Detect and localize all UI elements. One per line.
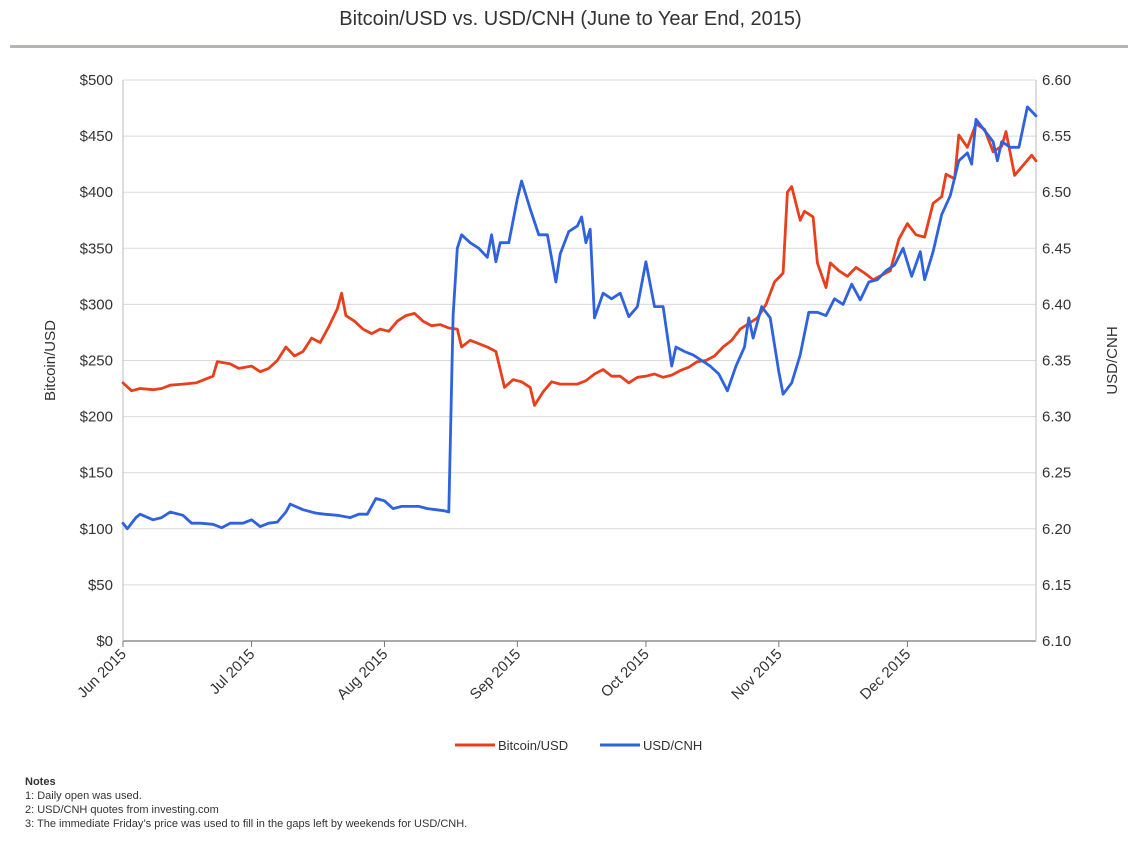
y-left-tick-label: $0 [96,633,113,650]
title-divider [10,45,1128,48]
legend: Bitcoin/USD USD/CNH [455,738,702,753]
y-right-tick-label: 6.15 [1042,577,1071,594]
y-left-tick-label: $250 [80,353,113,370]
y-right-tick-label: 6.10 [1042,633,1071,650]
y-right-tick-label: 6.55 [1042,128,1071,145]
legend-label: USD/CNH [643,738,702,753]
gridlines [123,79,1036,586]
y-right-tick-label: 6.50 [1042,184,1071,201]
y-left-tick-label: $350 [80,240,113,257]
x-tick-label: Jul 2015 [206,646,258,698]
y-left-tick-label: $500 [80,72,113,89]
y-left-tick-label: $400 [80,184,113,201]
y-right-tick-label: 6.30 [1042,409,1071,426]
y-right-tick-label: 6.20 [1042,521,1071,538]
x-tick-label: Nov 2015 [728,646,785,703]
series-lines [121,105,1038,531]
axes [122,80,1037,647]
note-line-2: 2: USD/CNH quotes from investing.com [25,804,219,816]
y-right-tick-label: 6.60 [1042,72,1071,89]
notes-block: Notes 1: Daily open was used. 2: USD/CNH… [25,775,467,831]
x-tick-label: Jun 2015 [74,646,130,702]
y-right-axis-title: USD/CNH [1104,326,1121,394]
y-left-tick-label: $450 [80,128,113,145]
y-left-tick-label: $300 [80,296,113,313]
y-right-tick-label: 6.35 [1042,353,1071,370]
note-line-3: 3: The immediate Friday’s price was used… [25,818,468,830]
notes-heading: Notes [25,776,56,788]
y-left-tick-label: $150 [80,465,113,482]
x-tick-label: Aug 2015 [334,646,391,703]
legend-label: Bitcoin/USD [498,738,568,753]
x-tick-label: Dec 2015 [857,646,914,703]
y-left-tick-label: $50 [88,577,113,594]
y-right-tick-label: 6.40 [1042,296,1071,313]
y-right-tick-label: 6.45 [1042,240,1071,257]
y-left-tick-label: $100 [80,521,113,538]
y-left-tick-label: $200 [80,409,113,426]
usd-cnh-line [121,105,1038,531]
y-right-tick-label: 6.25 [1042,465,1071,482]
chart-title: Bitcoin/USD vs. USD/CNH (June to Year En… [339,8,802,30]
x-tick-label: Sep 2015 [467,646,524,703]
bitcoin-usd-line [121,122,1038,407]
note-line-1: 1: Daily open was used. [25,790,142,802]
tick-labels: $0 $50 $100 $150 $200 $250 $300 $350 $400 $450 $50… [42,72,1121,703]
y-left-axis-title: Bitcoin/USD [42,320,59,401]
x-tick-label: Oct 2015 [598,646,653,701]
